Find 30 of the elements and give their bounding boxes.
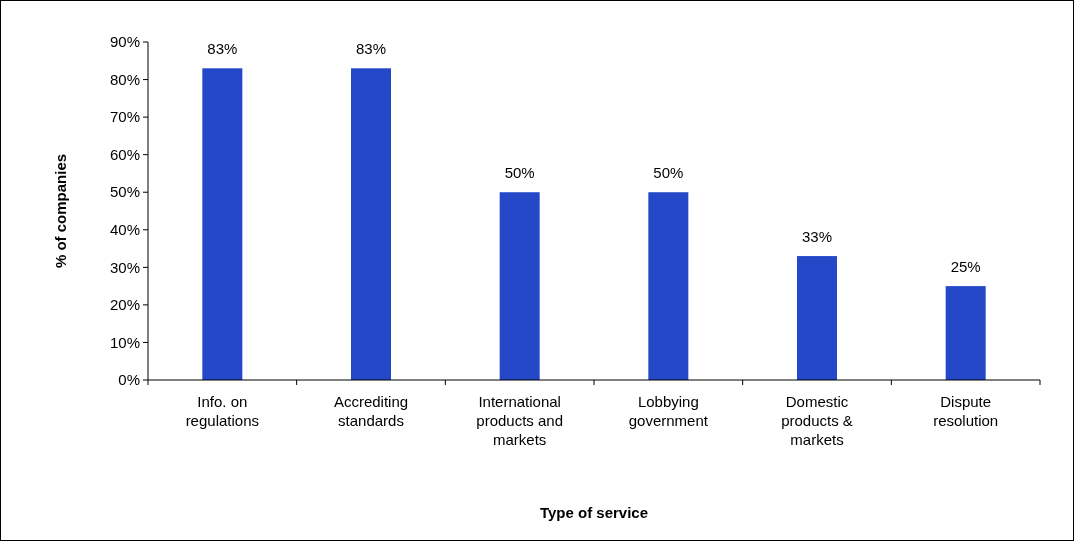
bar [797, 256, 837, 380]
y-tick-label: 10% [109, 333, 140, 351]
y-tick-label: 40% [109, 221, 140, 239]
y-tick-label: 30% [109, 258, 140, 276]
y-tick-label: 50% [109, 183, 140, 201]
y-axis-title: % of companies [52, 153, 69, 269]
x-tick-label: Lobbying government [628, 393, 709, 429]
bar [499, 192, 540, 380]
x-axis-title: Type of service [539, 504, 649, 521]
data-label: 83% [355, 40, 387, 58]
x-tick-label: Domestic products & markets [781, 393, 853, 448]
data-label: 83% [207, 40, 238, 58]
bar [351, 68, 391, 380]
x-tick-label: Accrediting standards [333, 393, 409, 429]
x-tick-label: International products and markets [476, 393, 564, 448]
y-tick-label: 70% [109, 108, 140, 126]
y-tick-label: 60% [109, 145, 140, 163]
data-label: 50% [504, 164, 535, 182]
bar [648, 192, 689, 380]
data-label: 33% [801, 228, 833, 246]
y-tick-label: 90% [109, 33, 140, 51]
x-tick-label: Dispute resolution [933, 393, 999, 429]
y-tick-label: 20% [109, 296, 140, 314]
bar [945, 286, 986, 380]
bar [202, 68, 243, 380]
x-tick-label: Info. on regulations [185, 393, 260, 429]
data-label: 50% [653, 164, 684, 182]
data-label: 25% [950, 258, 981, 276]
y-tick-label: 0% [118, 371, 140, 389]
y-tick-label: 80% [109, 70, 140, 88]
